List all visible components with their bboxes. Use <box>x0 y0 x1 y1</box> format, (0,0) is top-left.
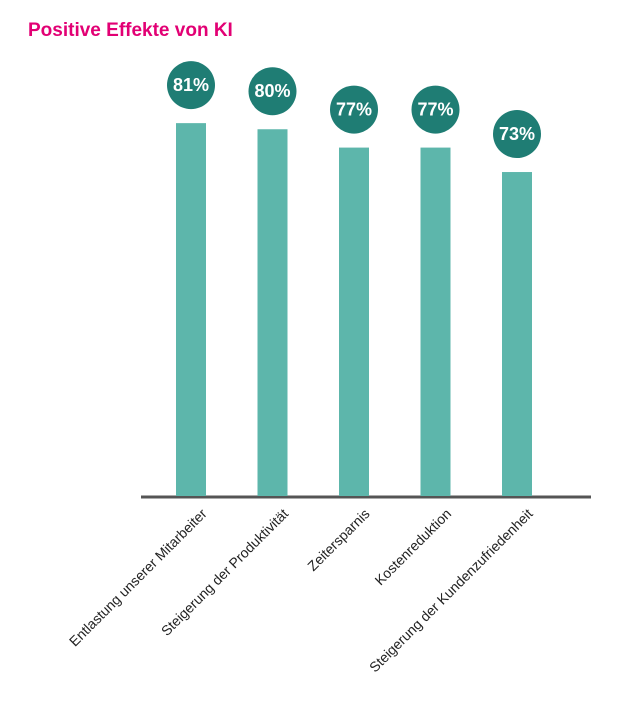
value-badge <box>330 85 378 134</box>
value-badge <box>167 61 215 110</box>
bar <box>502 172 532 496</box>
value-label: 81% <box>173 75 209 95</box>
value-label: 77% <box>336 99 372 119</box>
value-badge <box>248 67 297 116</box>
value-label: 73% <box>499 124 535 144</box>
value-label: 77% <box>417 99 453 119</box>
x-tick-label: Kostenreduktion <box>371 505 454 588</box>
x-tick-label: Entlastung unserer Mitarbeiter <box>66 505 210 649</box>
bar <box>257 129 288 496</box>
bar <box>339 147 369 496</box>
x-tick-label: Steigerung der Kundenzufriedenheit <box>366 505 536 675</box>
value-label: 80% <box>254 81 290 101</box>
value-badge <box>411 85 460 134</box>
bar <box>420 147 451 496</box>
value-badge <box>493 110 541 159</box>
chart-title: Positive Effekte von KI <box>28 20 233 41</box>
bar <box>176 123 206 496</box>
x-tick-label: Zeitersparnis <box>304 505 373 574</box>
